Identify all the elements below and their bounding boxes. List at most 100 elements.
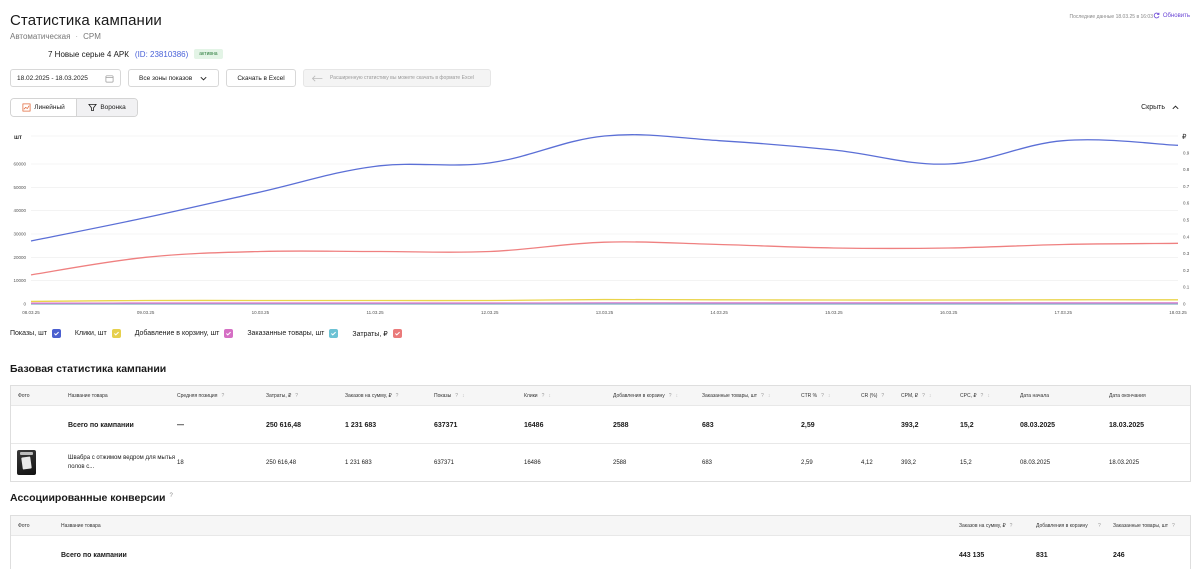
cell-end: 18.03.2025 bbox=[1109, 421, 1145, 429]
y-tick-label: 10000 bbox=[13, 278, 26, 283]
table-row-total: Всего по кампании — 250 616,48 1 231 683… bbox=[11, 406, 1190, 444]
assoc-title-text: Ассоциированные конверсии bbox=[10, 492, 166, 504]
chevron-up-icon bbox=[1172, 105, 1179, 110]
cell-spend: 250 616,48 bbox=[266, 459, 297, 466]
campaign-bidding-label: CPM bbox=[83, 32, 101, 41]
x-tick-label: 14.03.25 bbox=[710, 310, 728, 315]
product-name-cell: Швабра с отжимом ведром для мытья полов … bbox=[68, 444, 178, 481]
col-cart-help[interactable]: ? bbox=[1098, 523, 1101, 529]
col-orders-sum[interactable]: Заказов на сумму, ₽? bbox=[345, 393, 399, 399]
cell-ordered: 246 bbox=[1113, 551, 1125, 559]
col-cart[interactable]: Добавления в корзину bbox=[1036, 522, 1088, 529]
chart-view-toggle: Линейный Воронка bbox=[10, 98, 138, 117]
x-tick-label: 18.03.25 bbox=[1169, 310, 1187, 315]
legend-item[interactable]: Добавление в корзину, шт bbox=[135, 329, 234, 338]
product-photo[interactable] bbox=[17, 444, 36, 481]
y2-tick-label: 0.2 bbox=[1183, 268, 1190, 273]
legend-item[interactable]: Показы, шт bbox=[10, 329, 61, 338]
x-tick-label: 13.03.25 bbox=[596, 310, 614, 315]
refresh-button[interactable]: Обновить bbox=[1153, 12, 1190, 19]
cell-clicks: 16486 bbox=[524, 459, 541, 466]
y2-tick-label: 0.9 bbox=[1183, 150, 1190, 155]
campaign-line-chart: шт ₽0 10000 20000 30000 40000 50000 60000 0 0.1 0.… bbox=[13, 133, 1190, 315]
col-orders-sum[interactable]: Заказов на сумму, ₽? bbox=[959, 523, 1013, 529]
col-end-date: Дата окончания bbox=[1109, 393, 1146, 399]
funnel-view-button[interactable]: Воронка bbox=[77, 99, 137, 116]
y2-tick-label: 0.3 bbox=[1183, 251, 1190, 256]
col-ctr[interactable]: CTR %? ↕ bbox=[801, 393, 831, 399]
col-product-name: Название товара bbox=[61, 523, 101, 529]
hide-chart-label: Скрыть bbox=[1141, 104, 1165, 111]
help-icon[interactable]: ? bbox=[169, 492, 173, 499]
zones-dropdown[interactable]: Все зоны показов bbox=[128, 69, 219, 87]
campaign-type: Автоматическая · CPM bbox=[10, 32, 101, 41]
campaign-type-label: Автоматическая bbox=[10, 32, 71, 41]
col-start-date: Дата начала bbox=[1020, 393, 1049, 399]
product-thumbnail[interactable] bbox=[17, 450, 36, 475]
checkbox-checked-icon[interactable] bbox=[51, 329, 61, 338]
checkbox-checked-icon[interactable] bbox=[224, 329, 234, 338]
cell-ordered: 683 bbox=[702, 421, 714, 429]
hide-chart-button[interactable]: Скрыть bbox=[1141, 103, 1180, 112]
checkbox-checked-icon[interactable] bbox=[111, 329, 121, 338]
series-line bbox=[30, 298, 1179, 303]
cell-avg-position: 18 bbox=[177, 459, 184, 466]
checkbox-checked-icon[interactable] bbox=[329, 329, 339, 338]
assoc-title: Ассоциированные конверсии? bbox=[10, 492, 173, 504]
status-badge: активна bbox=[194, 49, 223, 59]
col-ordered[interactable]: Заказанные товары, шт? bbox=[1113, 523, 1175, 529]
y-tick-label: 60000 bbox=[13, 162, 26, 167]
excel-hint: Расширенную статистику вы можете скачать… bbox=[303, 69, 491, 87]
cell-start: 08.03.2025 bbox=[1020, 421, 1056, 429]
y2-tick-label: 0.7 bbox=[1183, 184, 1190, 189]
y-tick-label: 0 bbox=[23, 302, 26, 307]
refresh-label: Обновить bbox=[1162, 12, 1190, 19]
cell-orders-sum: 1 231 683 bbox=[345, 459, 372, 466]
col-clicks[interactable]: Клики? ↕ bbox=[524, 393, 551, 399]
chart-legend: Показы, шт Клики, шт Добавление в корзину,… bbox=[10, 329, 402, 338]
cell-cpm: 393,2 bbox=[901, 421, 919, 429]
col-impressions[interactable]: Показы? ↕ bbox=[434, 393, 465, 399]
table-row-total: Всего по кампании 443 135 831 246 bbox=[11, 536, 1190, 569]
col-cart[interactable]: Добавления в корзину? ↕ bbox=[613, 393, 679, 399]
campaign-name: 7 Новые серые 4 АРК bbox=[48, 49, 129, 59]
legend-item[interactable]: Затраты, ₽ bbox=[352, 329, 402, 338]
calendar-icon bbox=[105, 74, 114, 82]
cell-end: 18.03.2025 bbox=[1109, 459, 1140, 466]
page-title: Статистика кампании bbox=[10, 12, 162, 29]
col-cpm[interactable]: CPM, ₽? ↕ bbox=[901, 393, 932, 399]
y2-tick-label: 0.6 bbox=[1183, 201, 1190, 206]
cell-cr: 4,12 bbox=[861, 459, 873, 466]
col-spend[interactable]: Затраты, ₽? bbox=[266, 393, 299, 399]
legend-item[interactable]: Заказанные товары, шт bbox=[247, 329, 339, 338]
cell-name: Всего по кампании bbox=[68, 421, 134, 429]
cell-impressions: 637371 bbox=[434, 421, 458, 429]
download-excel-button[interactable]: Скачать в Excel bbox=[226, 69, 296, 87]
cell-cart: 2588 bbox=[613, 459, 627, 466]
assoc-table: Фото Название товара Заказов на сумму, ₽… bbox=[10, 515, 1191, 569]
dot-separator: · bbox=[75, 32, 79, 41]
col-cr[interactable]: CR (%)? bbox=[861, 393, 885, 399]
table-header: Фото Название товара Средняя позиция? За… bbox=[11, 386, 1190, 406]
right-axis-label: ₽ bbox=[1182, 133, 1187, 141]
cell-start: 08.03.2025 bbox=[1020, 459, 1051, 466]
col-photo: Фото bbox=[18, 523, 30, 529]
product-name-link[interactable]: Швабра с отжимом ведром для мытья полов … bbox=[68, 454, 175, 470]
cell-spend: 250 616,48 bbox=[266, 421, 302, 429]
cell-ctr: 2,59 bbox=[801, 421, 815, 429]
col-ordered[interactable]: Заказанные товары, шт? ↕ bbox=[702, 393, 771, 399]
cell-cpc: 15,2 bbox=[960, 421, 974, 429]
cell-clicks: 16486 bbox=[524, 421, 544, 429]
date-range-value: 18.02.2025 - 18.03.2025 bbox=[17, 74, 88, 82]
y2-tick-label: 0.1 bbox=[1183, 285, 1190, 290]
col-avg-position[interactable]: Средняя позиция? bbox=[177, 393, 225, 399]
legend-item[interactable]: Клики, шт bbox=[75, 329, 121, 338]
col-product-name: Название товара bbox=[68, 393, 108, 399]
date-range-picker[interactable]: 18.02.2025 - 18.03.2025 bbox=[10, 69, 121, 87]
y-tick-label: 40000 bbox=[13, 208, 26, 213]
checkbox-checked-icon[interactable] bbox=[392, 329, 402, 338]
legend-label: Добавление в корзину, шт bbox=[134, 330, 220, 337]
col-cpc[interactable]: CPC, ₽? ↕ bbox=[960, 393, 990, 399]
linear-view-button[interactable]: Линейный bbox=[11, 99, 77, 116]
campaign-id-link[interactable]: (ID: 23810386) bbox=[134, 49, 189, 59]
